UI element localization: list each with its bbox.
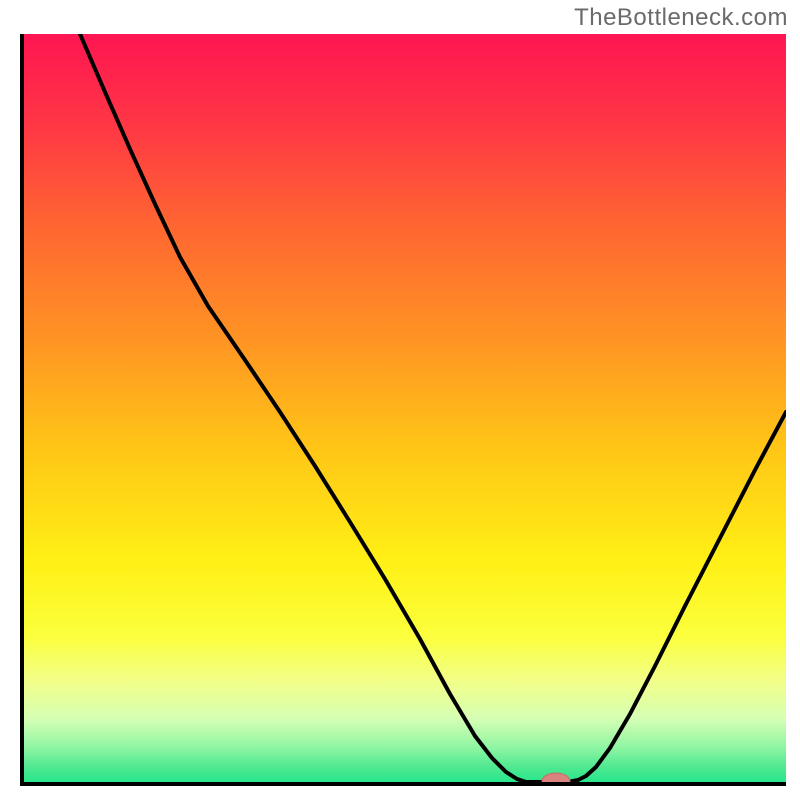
gradient-background <box>20 34 786 786</box>
plot-area <box>20 34 786 786</box>
chart-container: TheBottleneck.com <box>0 0 800 800</box>
attribution-text: TheBottleneck.com <box>574 4 788 32</box>
